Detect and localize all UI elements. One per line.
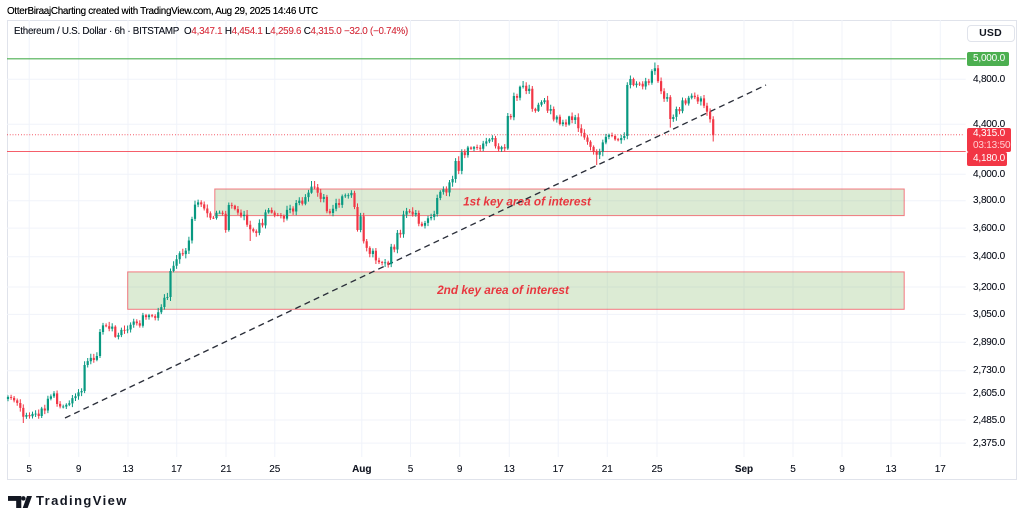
svg-text:1st key area of interest: 1st key area of interest xyxy=(463,195,592,209)
svg-text:2nd key area of interest: 2nd key area of interest xyxy=(436,283,570,297)
